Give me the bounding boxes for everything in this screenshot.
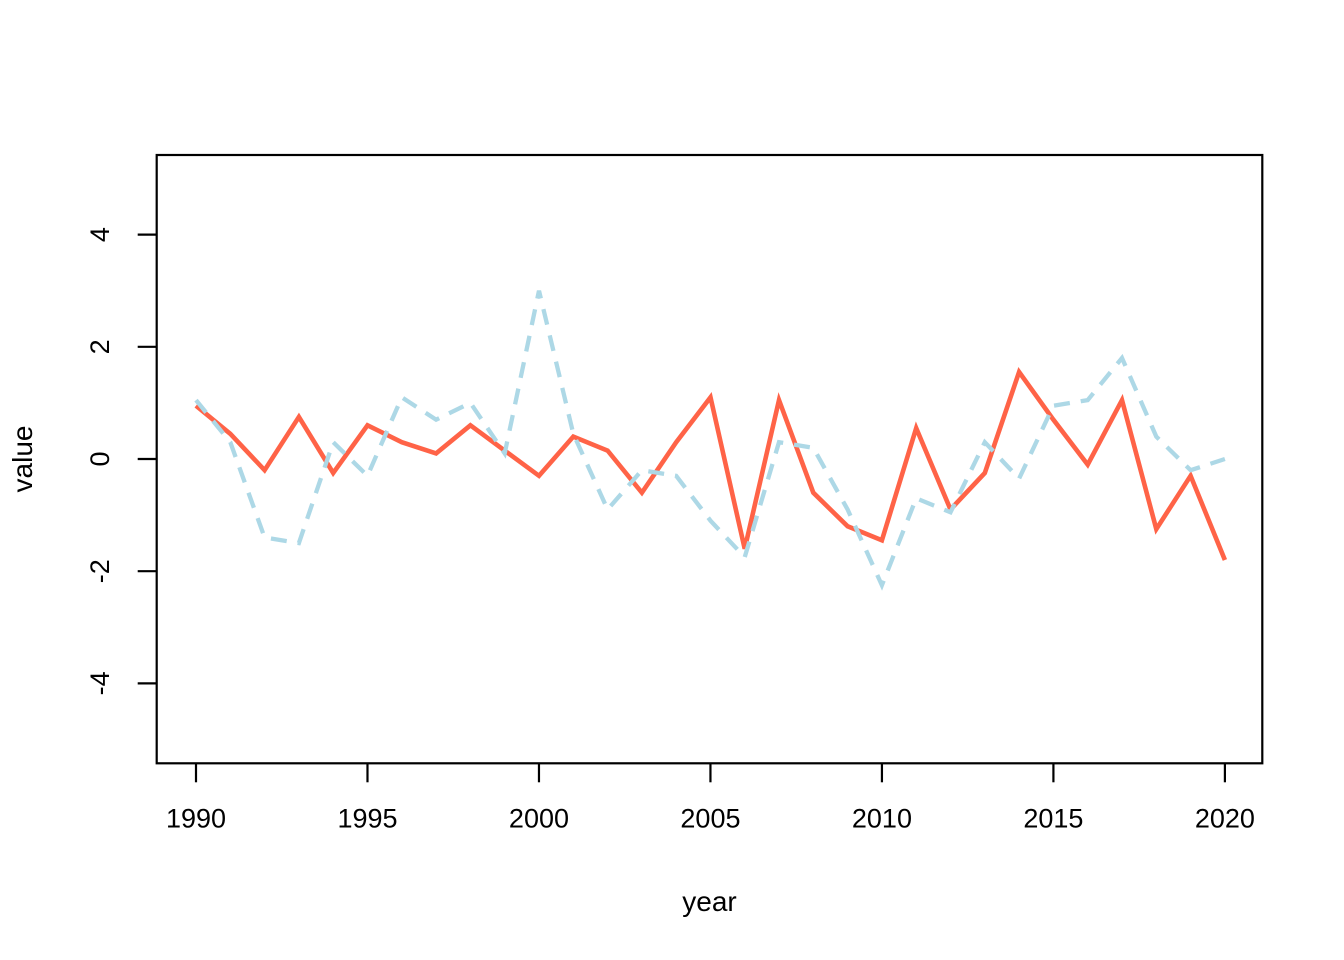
- x-axis-title: year: [682, 886, 736, 917]
- dashed-lightblue-series: [194, 290, 1226, 591]
- y-axis-title: value: [7, 426, 38, 493]
- x-axis-tick-label: 2000: [509, 803, 569, 833]
- x-axis-tick-label: 2015: [1023, 803, 1083, 833]
- x-axis-tick-label: 1995: [337, 803, 397, 833]
- x-axis-tick-label: 1990: [166, 803, 226, 833]
- y-axis-tick-label: -2: [85, 559, 115, 583]
- x-axis-tick-label: 2020: [1195, 803, 1255, 833]
- y-axis-tick-label: -4: [85, 671, 115, 695]
- y-axis-tick-label: 2: [85, 339, 115, 354]
- solid-red-series: [194, 367, 1228, 561]
- y-axis-tick-label: 0: [85, 451, 115, 466]
- y-axis-tick-label: 4: [85, 227, 115, 242]
- x-axis-tick-label: 2005: [680, 803, 740, 833]
- x-axis-tick-label: 2010: [852, 803, 912, 833]
